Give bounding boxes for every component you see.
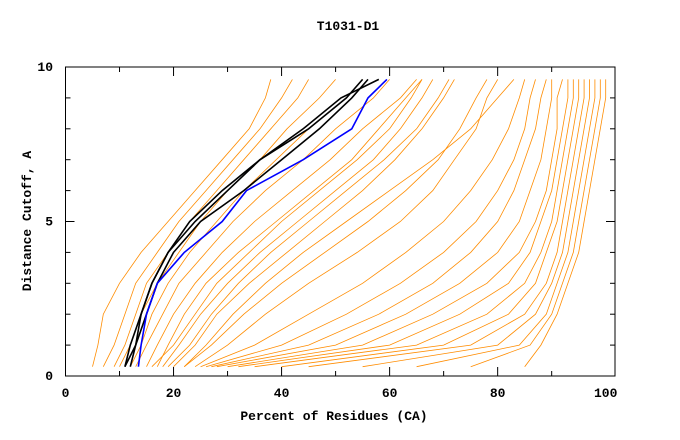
orange-series-0: [92, 79, 272, 367]
orange-series-21: [362, 79, 590, 368]
y-axis-label: Distance Cutoff, A: [20, 151, 35, 292]
orange-series-14: [211, 79, 547, 368]
black-series-2: [124, 78, 380, 367]
orange-series-4: [129, 79, 363, 367]
orange-series-20: [308, 79, 585, 368]
orange-series-11: [194, 79, 499, 368]
orange-series-27: [167, 79, 450, 367]
orange-series-8: [162, 79, 434, 367]
orange-series-12: [200, 79, 526, 368]
black-series-0: [124, 78, 364, 368]
x-tick-label: 80: [490, 386, 506, 401]
orange-series-9: [173, 79, 455, 367]
orange-series-5: [135, 79, 390, 367]
y-tick-label: 5: [45, 215, 53, 230]
plot-lines: [92, 78, 607, 368]
x-tick-label: 20: [166, 386, 182, 401]
orange-series-18: [254, 79, 574, 368]
orange-series-6: [146, 79, 417, 367]
x-tick-label: 40: [274, 386, 290, 401]
orange-series-16: [227, 79, 563, 368]
orange-series-15: [216, 79, 553, 368]
orange-series-19: [281, 79, 580, 368]
orange-series-26: [151, 79, 423, 367]
orange-series-23: [470, 79, 601, 368]
y-tick-label: 0: [45, 369, 53, 384]
chart-title: T1031-D1: [317, 19, 380, 34]
x-tick-label: 0: [62, 386, 70, 401]
x-tick-label: 100: [594, 386, 618, 401]
black-series-1: [129, 78, 369, 367]
orange-series-1: [102, 79, 293, 367]
axes: 0 20 40 60 80 100 0 5 10: [37, 60, 617, 401]
x-axis-label: Percent of Residues (CA): [240, 409, 427, 424]
orange-series-10: [184, 79, 488, 368]
orange-series-13: [205, 79, 536, 368]
orange-series-3: [119, 79, 336, 367]
blue-series-0: [137, 78, 388, 367]
orange-series-17: [238, 79, 569, 368]
orange-series-22: [416, 79, 596, 368]
x-tick-label: 60: [382, 386, 398, 401]
orange-series-24: [524, 79, 607, 367]
orange-series-25: [184, 79, 515, 367]
y-tick-label: 10: [37, 60, 53, 75]
orange-series-7: [156, 79, 423, 367]
